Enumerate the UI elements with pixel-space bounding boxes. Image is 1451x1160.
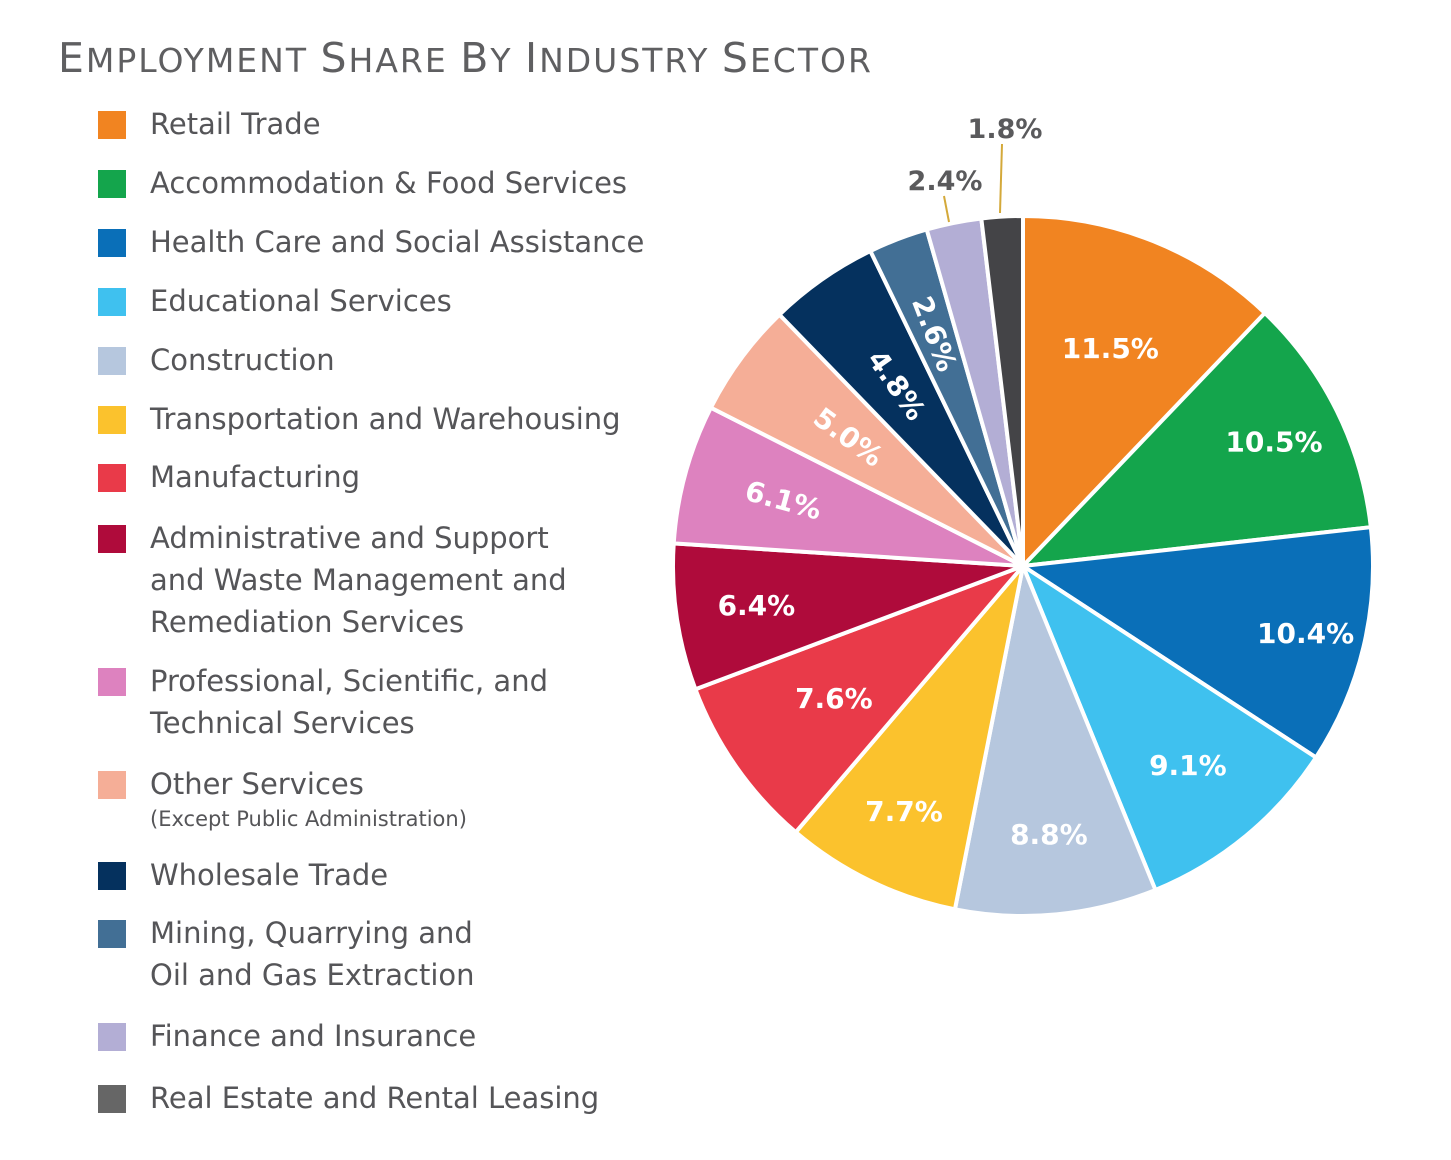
slice-value-label: 7.7%: [865, 795, 943, 828]
legend-label-line: Mining, Quarrying and: [150, 916, 473, 950]
slice-value-label: 11.5%: [1062, 332, 1159, 365]
legend-label-line: Finance and Insurance: [150, 1019, 477, 1053]
legend-label-line: Retail Trade: [150, 107, 321, 141]
legend-label: Finance and Insurance: [150, 1015, 476, 1057]
pie-slice: [979, 213, 1025, 568]
legend-label-line: Educational Services: [150, 284, 452, 318]
slice-value-label: 9.1%: [1149, 749, 1227, 782]
legend-swatch: [98, 525, 126, 553]
legend-label-line: Wholesale Trade: [150, 858, 389, 892]
legend-swatch: [98, 1085, 126, 1113]
legend-label: Accommodation & Food Services: [150, 162, 627, 204]
legend-sublabel: (Except Public Administration): [150, 807, 467, 831]
legend-swatch: [98, 229, 126, 257]
legend-label: Retail Trade: [150, 103, 321, 145]
legend-swatch: [98, 1023, 126, 1051]
legend-label-line: Health Care and Social Assistance: [150, 225, 645, 259]
slice-value-label: 6.4%: [718, 589, 796, 622]
pie-slice: [1021, 525, 1375, 760]
slice-value-label: 10.5%: [1225, 425, 1322, 458]
legend-label-line: Oil and Gas Extraction: [150, 958, 475, 992]
legend-label: Construction: [150, 339, 335, 381]
pie-slice: [1021, 564, 1318, 892]
legend-swatch: [98, 347, 126, 375]
leader-line: [999, 143, 1003, 214]
legend-label-line: Manufacturing: [150, 460, 360, 494]
slice-value-label: 2.4%: [908, 166, 983, 197]
pie-slice: [671, 405, 1025, 568]
legend-swatch: [98, 862, 126, 890]
legend-label-line: Other Services: [150, 767, 364, 801]
legend-label: Mining, Quarrying and Oil and Gas Extract…: [150, 912, 475, 996]
legend-label-line: Technical Services: [150, 706, 415, 740]
legend-label-line: Remediation Services: [150, 605, 465, 639]
pie-slice: [952, 564, 1158, 918]
legend-label-line: Real Estate and Rental Leasing: [150, 1081, 600, 1115]
legend-swatch: [98, 771, 126, 799]
leader-line: [943, 195, 950, 223]
legend-label: Wholesale Trade: [150, 854, 388, 896]
legend-label: Professional, Scientific, and Technical S…: [150, 660, 548, 744]
legend-label-line: Professional, Scientific, and: [150, 664, 548, 698]
legend-swatch: [98, 920, 126, 948]
pie-slice: [671, 541, 1025, 692]
legend-swatch: [98, 464, 126, 492]
legend-swatch: [98, 170, 126, 198]
slice-value-label: 8.8%: [1010, 818, 1088, 851]
slice-value-label: 1.8%: [968, 114, 1043, 145]
legend-label-line: Construction: [150, 343, 335, 377]
legend-label-line: Accommodation & Food Services: [150, 166, 628, 200]
legend-label-line: Administrative and Support: [150, 521, 549, 555]
legend-label: Administrative and Support and Waste Mana…: [150, 517, 567, 643]
legend-label: Other Services (Except Public Administrat…: [150, 763, 467, 833]
slice-value-label: 10.4%: [1257, 617, 1354, 650]
chart-title: EMPLOYMENT SHARE BY INDUSTRY SECTOR: [58, 34, 873, 82]
legend-swatch: [98, 668, 126, 696]
legend-label-line: Transportation and Warehousing: [150, 402, 621, 436]
pie-slice: [793, 564, 1025, 912]
legend-label-line: and Waste Management and: [150, 563, 567, 597]
legend-swatch: [98, 288, 126, 316]
legend-label: Real Estate and Rental Leasing: [150, 1077, 599, 1119]
pie-slice: [1021, 214, 1267, 568]
pie-slice: [1021, 311, 1373, 568]
pie-slice: [693, 564, 1025, 835]
legend-swatch: [98, 111, 126, 139]
legend-label: Health Care and Social Assistance: [150, 221, 644, 263]
legend-label: Transportation and Warehousing: [150, 398, 621, 440]
legend-label: Educational Services: [150, 280, 452, 322]
legend-label: Manufacturing: [150, 456, 360, 498]
slice-value-label: 7.6%: [795, 682, 873, 715]
legend-swatch: [98, 406, 126, 434]
